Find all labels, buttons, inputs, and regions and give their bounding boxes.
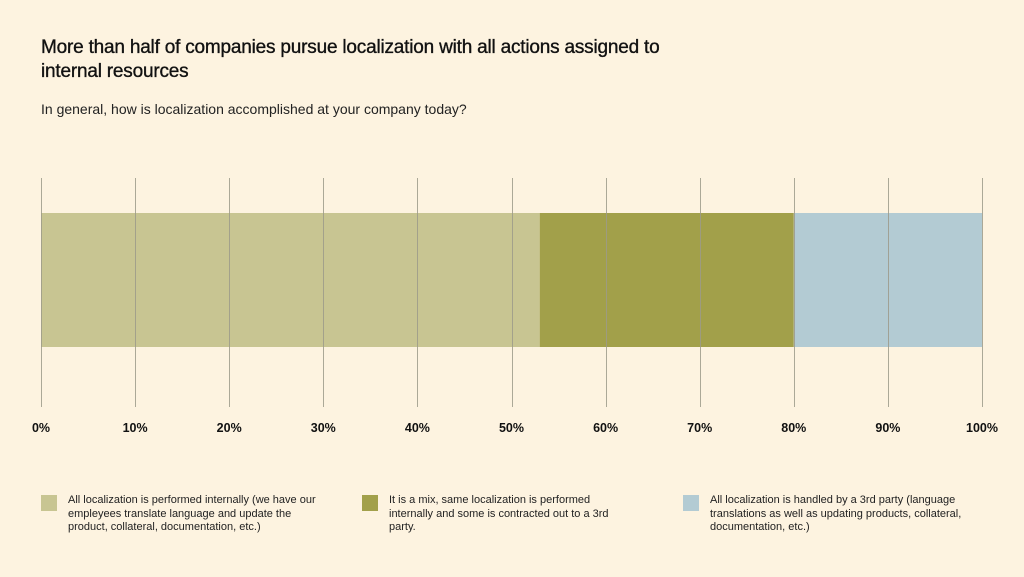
legend-swatch-mix — [362, 495, 378, 511]
tick-label: 20% — [217, 421, 242, 435]
legend-swatch-third-party — [683, 495, 699, 511]
legend-item-mix: It is a mix, same localization is perfor… — [362, 494, 622, 535]
bar-segment-0 — [41, 213, 540, 347]
tick-label: 60% — [593, 421, 618, 435]
bar-segment-1 — [539, 213, 794, 347]
tick-label: 40% — [405, 421, 430, 435]
chart-title: More than half of companies pursue local… — [41, 37, 660, 82]
tick-labels: 0% 10% 20% 30% 40% 50% 60% 70% 80% 90% 100% — [32, 421, 998, 435]
tick-label: 30% — [311, 421, 336, 435]
tick-label: 10% — [123, 421, 148, 435]
tick-label: 90% — [875, 421, 900, 435]
tick-label: 80% — [781, 421, 806, 435]
tick-label: 0% — [32, 421, 50, 435]
tick-label: 70% — [687, 421, 712, 435]
chart-subtitle: In general, how is localization accompli… — [41, 101, 467, 117]
tick-label: 50% — [499, 421, 524, 435]
tick-label: 100% — [966, 421, 998, 435]
legend-item-third-party: All localization is handled by a 3rd par… — [683, 494, 983, 535]
legend-label-internal: All localization is performed internally… — [68, 494, 316, 533]
bar-segments — [41, 213, 982, 347]
legend-label-mix: It is a mix, same localization is perfor… — [389, 494, 609, 533]
gridlines — [41, 178, 983, 407]
legend-item-internal: All localization is performed internally… — [41, 494, 331, 535]
legend-swatch-internal — [41, 495, 57, 511]
bar-segment-2 — [793, 213, 982, 347]
legend-label-third-party: All localization is handled by a 3rd par… — [710, 494, 962, 533]
